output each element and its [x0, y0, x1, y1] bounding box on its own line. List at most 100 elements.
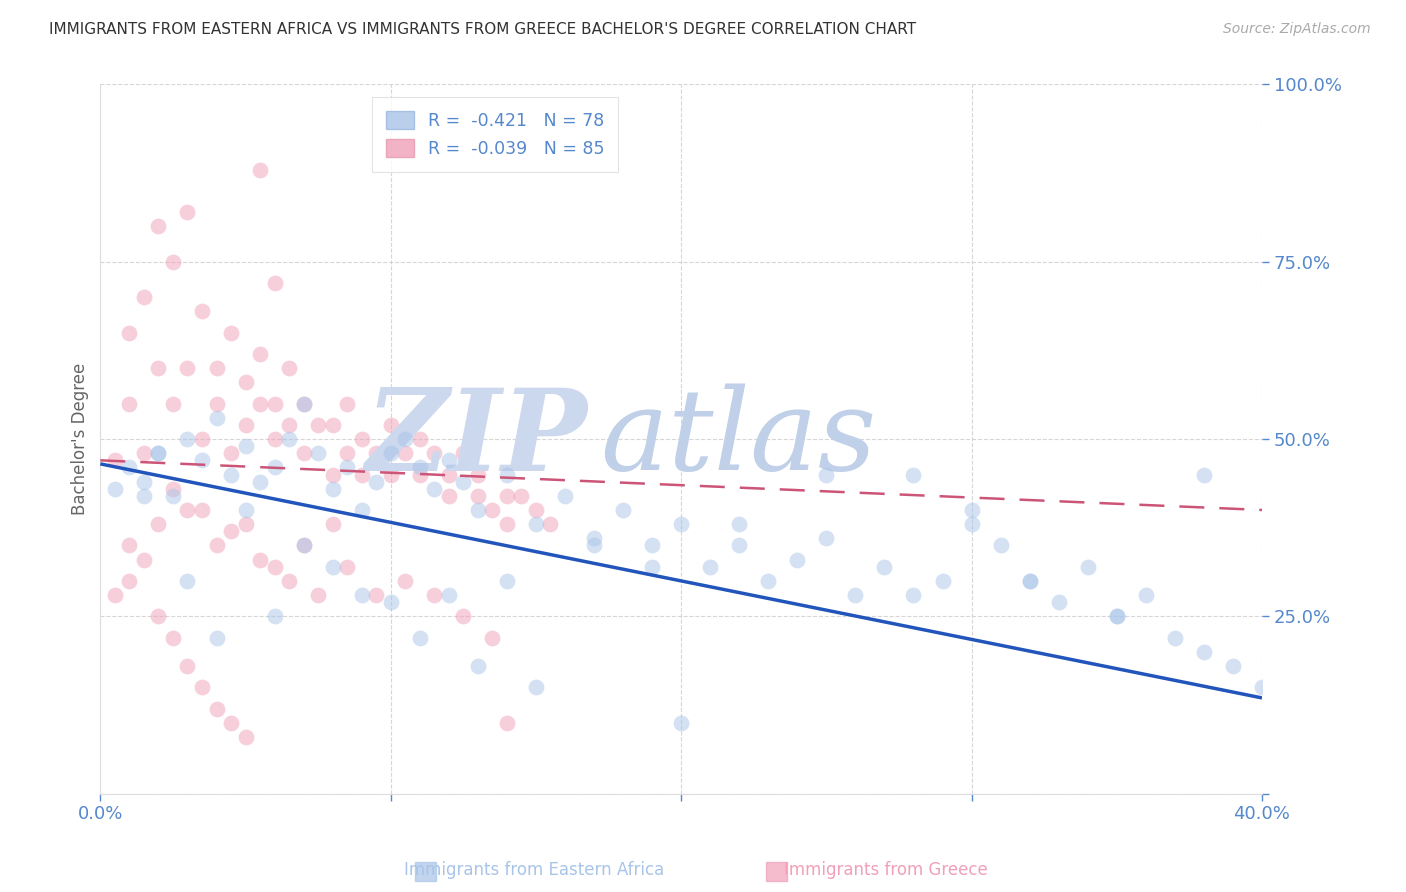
Point — [162, 482, 184, 496]
Point — [728, 517, 751, 532]
Y-axis label: Bachelor's Degree: Bachelor's Degree — [72, 363, 89, 516]
Point — [235, 730, 257, 744]
Point — [394, 574, 416, 588]
Point — [1251, 681, 1274, 695]
Point — [235, 417, 257, 432]
Point — [191, 304, 214, 318]
Point — [307, 417, 329, 432]
Point — [205, 538, 228, 552]
Point — [366, 446, 388, 460]
Point — [437, 453, 460, 467]
Point — [249, 552, 271, 566]
Point — [292, 538, 315, 552]
Point — [380, 467, 402, 482]
Point — [366, 475, 388, 489]
Point — [437, 588, 460, 602]
Point — [409, 631, 432, 645]
Point — [510, 489, 533, 503]
Point — [409, 432, 432, 446]
Point — [903, 467, 925, 482]
Point — [350, 588, 373, 602]
Point — [322, 559, 344, 574]
Point — [118, 538, 141, 552]
Point — [263, 276, 285, 290]
Point — [583, 532, 606, 546]
Point — [350, 432, 373, 446]
Point — [278, 574, 301, 588]
Point — [162, 489, 184, 503]
Point — [437, 467, 460, 482]
Point — [960, 503, 983, 517]
Point — [728, 538, 751, 552]
Point — [322, 482, 344, 496]
Point — [380, 595, 402, 609]
Point — [263, 432, 285, 446]
Point — [1047, 595, 1070, 609]
Point — [1018, 574, 1040, 588]
Point — [903, 588, 925, 602]
Point — [524, 503, 547, 517]
Point — [669, 517, 692, 532]
Point — [1192, 645, 1215, 659]
Point — [437, 489, 460, 503]
Point — [481, 631, 503, 645]
Point — [873, 559, 896, 574]
Text: Immigrants from Eastern Africa: Immigrants from Eastern Africa — [404, 861, 665, 879]
Point — [423, 446, 446, 460]
Text: ZIP: ZIP — [366, 384, 588, 494]
Point — [263, 609, 285, 624]
Point — [219, 446, 242, 460]
Point — [467, 489, 489, 503]
Point — [132, 475, 155, 489]
Point — [118, 396, 141, 410]
Point — [176, 659, 198, 673]
Point — [815, 532, 838, 546]
Point — [786, 552, 808, 566]
Point — [219, 715, 242, 730]
Point — [219, 524, 242, 539]
Point — [132, 290, 155, 304]
Point — [148, 219, 170, 234]
Point — [205, 410, 228, 425]
Point — [322, 467, 344, 482]
Point — [540, 517, 562, 532]
Point — [322, 417, 344, 432]
Point — [249, 396, 271, 410]
Point — [191, 681, 214, 695]
Point — [148, 609, 170, 624]
Point — [176, 503, 198, 517]
Point — [336, 460, 359, 475]
Point — [235, 376, 257, 390]
Point — [467, 503, 489, 517]
Point — [162, 631, 184, 645]
Point — [278, 432, 301, 446]
Point — [409, 467, 432, 482]
Text: atlas: atlas — [600, 384, 876, 494]
Point — [612, 503, 634, 517]
Point — [756, 574, 779, 588]
Point — [1018, 574, 1040, 588]
Point — [249, 162, 271, 177]
Point — [1164, 631, 1187, 645]
Point — [263, 460, 285, 475]
Point — [176, 432, 198, 446]
Point — [641, 538, 664, 552]
Point — [118, 326, 141, 340]
Point — [496, 517, 519, 532]
Point — [336, 446, 359, 460]
Point — [960, 517, 983, 532]
Point — [496, 715, 519, 730]
Point — [292, 396, 315, 410]
Point — [844, 588, 866, 602]
Point — [423, 482, 446, 496]
Point — [336, 559, 359, 574]
Point — [481, 503, 503, 517]
Point — [162, 396, 184, 410]
Point — [453, 609, 475, 624]
Point — [350, 467, 373, 482]
Point — [191, 453, 214, 467]
Point — [1192, 467, 1215, 482]
Point — [132, 446, 155, 460]
Point — [394, 432, 416, 446]
Point — [104, 588, 127, 602]
